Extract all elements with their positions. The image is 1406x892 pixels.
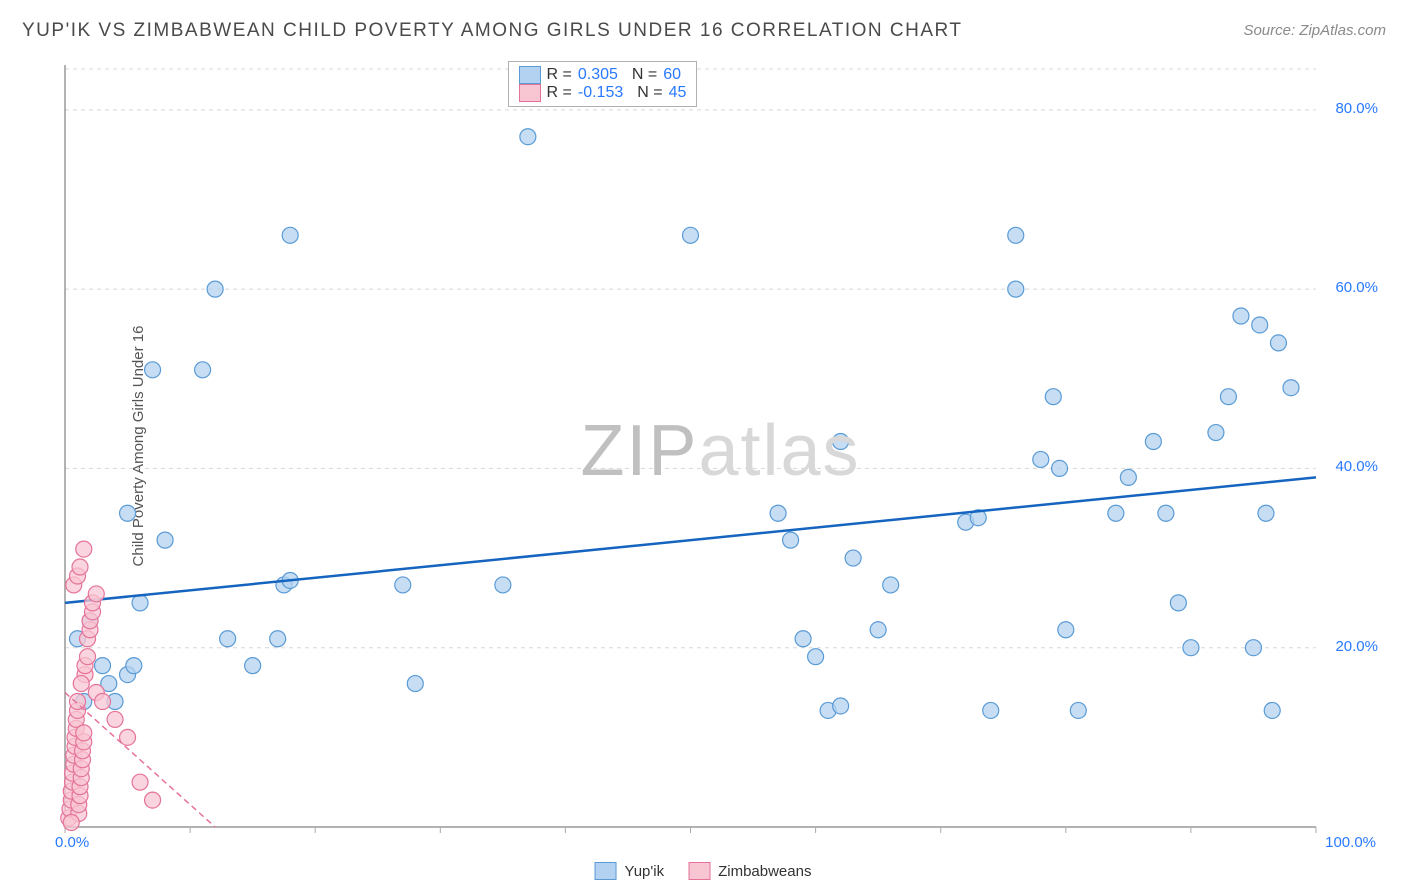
chart-title: YUP'IK VS ZIMBABWEAN CHILD POVERTY AMONG… bbox=[22, 20, 963, 42]
legend-row: R = 0.305 N = 60 bbox=[519, 66, 687, 84]
n-label: N = bbox=[637, 84, 662, 102]
r-label: R = bbox=[547, 66, 572, 84]
y-tick-label: 20.0% bbox=[1335, 638, 1378, 655]
legend-swatch bbox=[519, 66, 541, 84]
legend-swatch bbox=[595, 862, 617, 880]
legend-swatch bbox=[688, 862, 710, 880]
legend-label: Yup'ik bbox=[625, 863, 665, 880]
n-value: 45 bbox=[669, 84, 687, 102]
y-tick-label: 40.0% bbox=[1335, 458, 1378, 475]
r-value: 0.305 bbox=[578, 66, 618, 84]
n-value: 60 bbox=[663, 66, 681, 84]
series-legend: Yup'ik Zimbabweans bbox=[595, 862, 812, 880]
y-tick-label: 80.0% bbox=[1335, 100, 1378, 117]
x-tick-label: 100.0% bbox=[1325, 834, 1376, 851]
y-tick-label: 60.0% bbox=[1335, 279, 1378, 296]
r-label: R = bbox=[547, 84, 572, 102]
scatter-chart bbox=[55, 55, 1386, 847]
legend-item: Yup'ik bbox=[595, 862, 665, 880]
n-label: N = bbox=[632, 66, 657, 84]
correlation-legend: R =0.305N =60R =-0.153N =45 bbox=[508, 61, 698, 107]
x-tick-label: 0.0% bbox=[55, 834, 89, 851]
r-value: -0.153 bbox=[578, 84, 623, 102]
chart-area: ZIPatlas R =0.305N =60R =-0.153N =45 20.… bbox=[55, 55, 1386, 847]
legend-label: Zimbabweans bbox=[718, 863, 811, 880]
legend-swatch bbox=[519, 84, 541, 102]
legend-item: Zimbabweans bbox=[688, 862, 811, 880]
legend-row: R = -0.153 N = 45 bbox=[519, 84, 687, 102]
source-attribution: Source: ZipAtlas.com bbox=[1243, 22, 1386, 39]
